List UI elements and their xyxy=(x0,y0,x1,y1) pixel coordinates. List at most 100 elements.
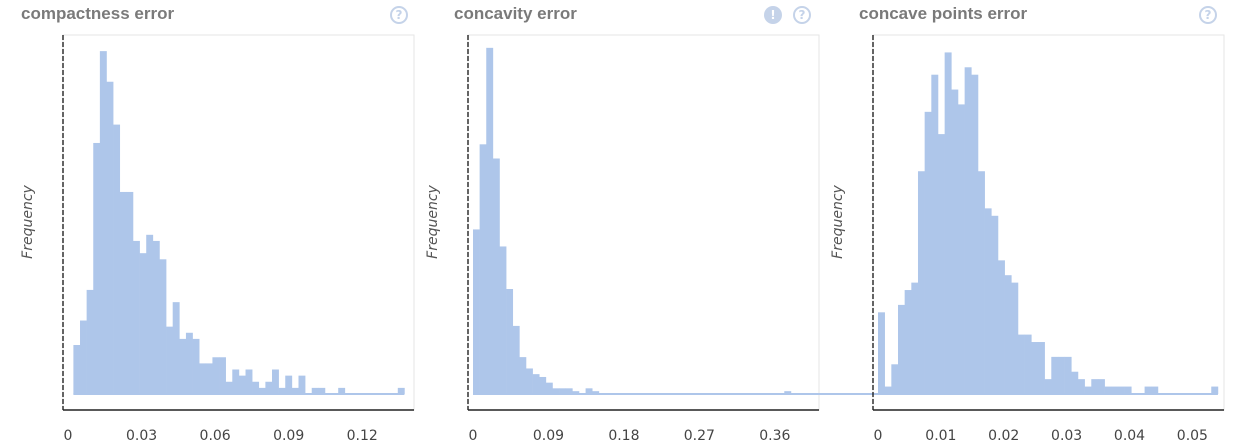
histogram-bar xyxy=(917,171,925,394)
histogram-bar xyxy=(1084,386,1092,394)
histogram-bar xyxy=(252,381,260,394)
histogram-bar xyxy=(784,391,792,394)
histogram-bar xyxy=(1071,371,1079,394)
chart-title: concavity error xyxy=(454,4,577,23)
histogram-bar xyxy=(1104,386,1112,394)
histogram-bar xyxy=(539,376,547,394)
histogram-bar xyxy=(479,144,487,394)
histogram-bar xyxy=(132,240,140,394)
histogram-bar xyxy=(951,89,959,394)
histogram-bar xyxy=(559,388,567,394)
histogram-bar xyxy=(245,369,253,394)
histogram-bar xyxy=(258,387,266,394)
histogram-bar xyxy=(506,289,514,394)
histogram-bar xyxy=(984,208,992,394)
histogram-bar xyxy=(80,320,87,394)
histogram-bar xyxy=(492,158,500,394)
histogram-bar xyxy=(1004,275,1012,394)
histogram-bar xyxy=(219,357,226,394)
x-tick-label: 0.12 xyxy=(347,428,378,444)
help-icon[interactable]: ? xyxy=(1199,6,1217,24)
histogram-bar xyxy=(139,253,147,394)
histogram-bar xyxy=(1097,379,1105,394)
histogram-bar xyxy=(977,171,985,394)
histogram-bar xyxy=(971,74,979,395)
histogram-bar xyxy=(964,67,972,394)
histogram-bar xyxy=(1064,356,1072,394)
histogram-bar xyxy=(473,229,480,394)
x-tick-label: 0.09 xyxy=(533,428,564,444)
x-tick-label: 0 xyxy=(874,428,883,444)
histogram-bar xyxy=(937,134,945,394)
histogram-bar xyxy=(232,369,240,394)
histogram-bar xyxy=(552,388,560,394)
histogram-bar xyxy=(291,387,299,394)
x-tick-label: 0.04 xyxy=(1114,428,1145,444)
x-tick-label: 0.09 xyxy=(273,428,304,444)
help-icon[interactable]: ? xyxy=(793,6,811,24)
histogram-bar xyxy=(519,357,527,394)
histogram-bar xyxy=(285,375,293,394)
histogram-plot: 0 0.09 0.18 0.27 0.36 xyxy=(467,34,924,444)
histogram-bar xyxy=(486,47,494,394)
histogram-bar xyxy=(1111,386,1119,394)
histogram-bar xyxy=(185,332,193,394)
histogram-bar xyxy=(166,326,174,394)
histogram-bar xyxy=(298,375,306,394)
x-tick-label: 0.05 xyxy=(1177,428,1208,444)
x-tick-label: 0 xyxy=(64,428,73,444)
plot-frame xyxy=(467,34,820,411)
histogram-bar xyxy=(931,74,939,395)
x-tick-label: 0.03 xyxy=(1051,428,1082,444)
histogram-bar xyxy=(146,234,154,394)
histogram-plot: 0 0.03 0.06 0.09 0.12 xyxy=(62,34,415,444)
histogram-bar xyxy=(525,368,533,394)
histogram-bar xyxy=(1017,334,1025,394)
chart-title: compactness error xyxy=(21,4,175,23)
histogram-bar xyxy=(585,388,593,394)
histogram-bar xyxy=(884,386,892,394)
histogram-bar xyxy=(1144,386,1152,394)
histogram-bar xyxy=(997,260,1005,394)
histogram-bar xyxy=(338,387,346,394)
chart-panel-concave-points-error: concave points error ? Frequency 0 0.01 0.… xyxy=(830,0,1230,448)
chart-panel-compactness-error: compactness error ? Frequency 0 0.03 0.06 0… xyxy=(20,0,420,448)
histogram-bar xyxy=(179,338,187,394)
histogram-bar xyxy=(911,282,919,394)
histogram-bar xyxy=(1024,334,1032,394)
histogram-bar xyxy=(397,387,405,394)
histogram-bar xyxy=(565,388,573,394)
histogram-bars xyxy=(878,52,1219,395)
chart-panel-concavity-error: concavity error ! ? Frequency 0 0.09 0.18 0… xyxy=(425,0,924,448)
chart-title: concave points error xyxy=(859,4,1028,23)
histogram-bar xyxy=(532,374,540,394)
histogram-bar xyxy=(272,369,279,394)
histogram-bar xyxy=(172,302,180,394)
histogram-bar xyxy=(99,51,107,395)
x-tick-label: 0.27 xyxy=(684,428,715,444)
histogram-bar xyxy=(991,215,999,394)
x-tick-label: 0.03 xyxy=(126,428,157,444)
histogram-bar xyxy=(126,191,134,394)
x-tick-label: 0.36 xyxy=(759,428,790,444)
histogram-bar xyxy=(265,381,273,394)
histogram-bar xyxy=(318,387,326,394)
histogram-bar xyxy=(944,52,952,394)
histogram-bar xyxy=(152,240,160,394)
histogram-bar xyxy=(1051,356,1059,394)
histogram-bar xyxy=(878,312,885,394)
alert-icon[interactable]: ! xyxy=(764,6,782,24)
histogram-bar xyxy=(238,375,246,394)
histogram-bar xyxy=(113,124,121,394)
histogram-bar xyxy=(512,325,520,394)
histogram-bar xyxy=(106,81,114,394)
help-icon[interactable]: ? xyxy=(390,6,408,24)
histogram-bar xyxy=(225,381,233,394)
histogram-bar xyxy=(572,391,580,394)
histogram-bar xyxy=(897,304,905,394)
histogram-bar xyxy=(1031,342,1039,394)
x-tick-label: 0.18 xyxy=(608,428,639,444)
histogram-bar xyxy=(904,290,912,394)
histogram-bar xyxy=(212,357,220,394)
histogram-plot: 0 0.01 0.02 0.03 0.04 0.05 xyxy=(872,34,1225,444)
